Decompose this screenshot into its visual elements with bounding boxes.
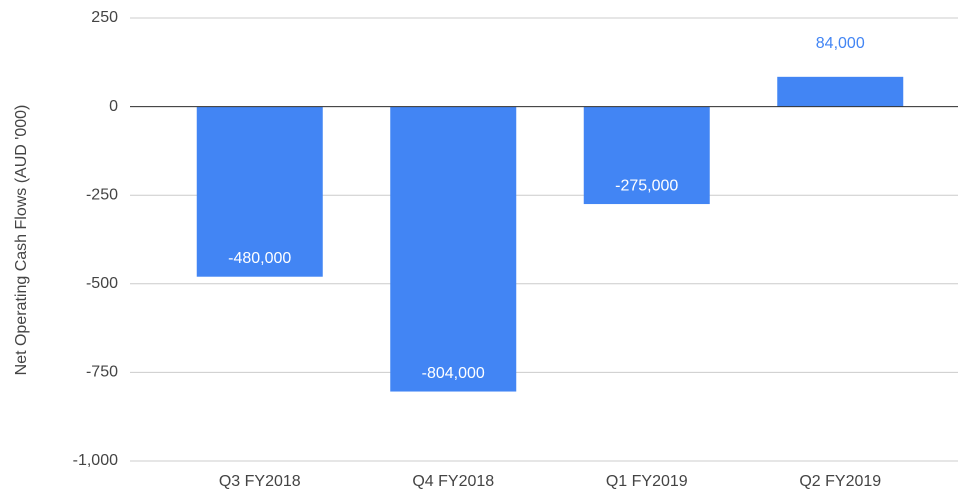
bar bbox=[196, 106, 323, 277]
data-label: 84,000 bbox=[816, 35, 865, 52]
y-tick-label: -500 bbox=[86, 275, 118, 292]
x-tick-label: Q2 FY2019 bbox=[799, 473, 881, 490]
bar bbox=[390, 106, 517, 392]
x-tick-label: Q4 FY2018 bbox=[412, 473, 494, 490]
y-tick-label: 0 bbox=[109, 98, 118, 115]
data-label: -804,000 bbox=[422, 365, 485, 382]
bar bbox=[777, 76, 904, 107]
data-label: -275,000 bbox=[615, 177, 678, 194]
x-tick-label: Q3 FY2018 bbox=[219, 473, 301, 490]
y-axis-title: Net Operating Cash Flows (AUD '000) bbox=[13, 105, 30, 376]
y-tick-label: 250 bbox=[91, 9, 118, 26]
y-tick-label: -1,000 bbox=[73, 452, 118, 469]
bar bbox=[583, 106, 710, 205]
y-tick-label: -750 bbox=[86, 364, 118, 381]
y-tick-label: -250 bbox=[86, 186, 118, 203]
data-label: -480,000 bbox=[228, 250, 291, 267]
x-tick-label: Q1 FY2019 bbox=[606, 473, 688, 490]
